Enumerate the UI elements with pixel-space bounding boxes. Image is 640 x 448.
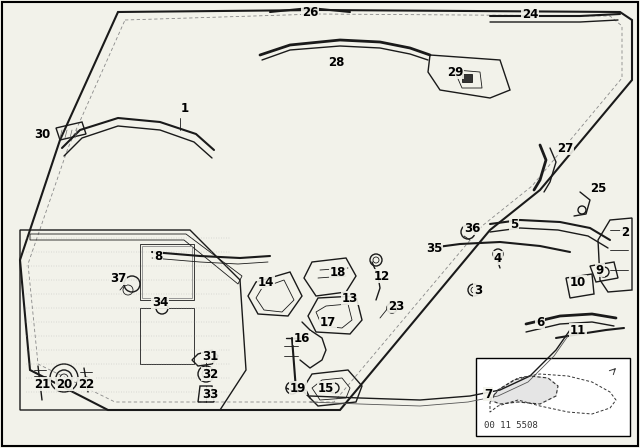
Text: 5: 5 — [510, 217, 518, 231]
Text: 7: 7 — [484, 388, 492, 401]
Polygon shape — [490, 376, 558, 404]
Text: 19: 19 — [290, 382, 306, 395]
Text: 27: 27 — [557, 142, 573, 155]
Text: 15: 15 — [318, 382, 334, 395]
Text: 13: 13 — [342, 292, 358, 305]
Text: 17: 17 — [320, 315, 336, 328]
Text: 16: 16 — [294, 332, 310, 345]
Text: 18: 18 — [330, 266, 346, 279]
Text: 12: 12 — [374, 270, 390, 283]
Text: 00 11 5508: 00 11 5508 — [484, 421, 538, 430]
Text: 26: 26 — [302, 5, 318, 18]
Text: 21: 21 — [34, 378, 50, 391]
Text: 8: 8 — [154, 250, 162, 263]
Text: 9: 9 — [596, 263, 604, 276]
Text: 11: 11 — [570, 323, 586, 336]
Text: 30: 30 — [34, 129, 50, 142]
Text: 28: 28 — [328, 56, 344, 69]
Text: 3: 3 — [474, 284, 482, 297]
FancyBboxPatch shape — [476, 358, 630, 436]
Text: 35: 35 — [426, 241, 442, 254]
Text: 14: 14 — [258, 276, 274, 289]
Text: 22: 22 — [78, 378, 94, 391]
Text: 23: 23 — [388, 300, 404, 313]
Text: 31: 31 — [202, 349, 218, 362]
Text: 6: 6 — [536, 315, 544, 328]
Text: 20: 20 — [56, 378, 72, 391]
Text: 33: 33 — [202, 388, 218, 401]
Text: 10: 10 — [570, 276, 586, 289]
Polygon shape — [462, 74, 472, 82]
Text: 24: 24 — [522, 8, 538, 21]
Text: 36: 36 — [464, 221, 480, 234]
Text: 34: 34 — [152, 296, 168, 309]
Text: 29: 29 — [447, 65, 463, 78]
Text: 4: 4 — [494, 251, 502, 264]
Text: 32: 32 — [202, 367, 218, 380]
Text: 37: 37 — [110, 271, 126, 284]
Text: 2: 2 — [621, 225, 629, 238]
Text: 25: 25 — [590, 181, 606, 194]
Text: 1: 1 — [181, 102, 189, 115]
